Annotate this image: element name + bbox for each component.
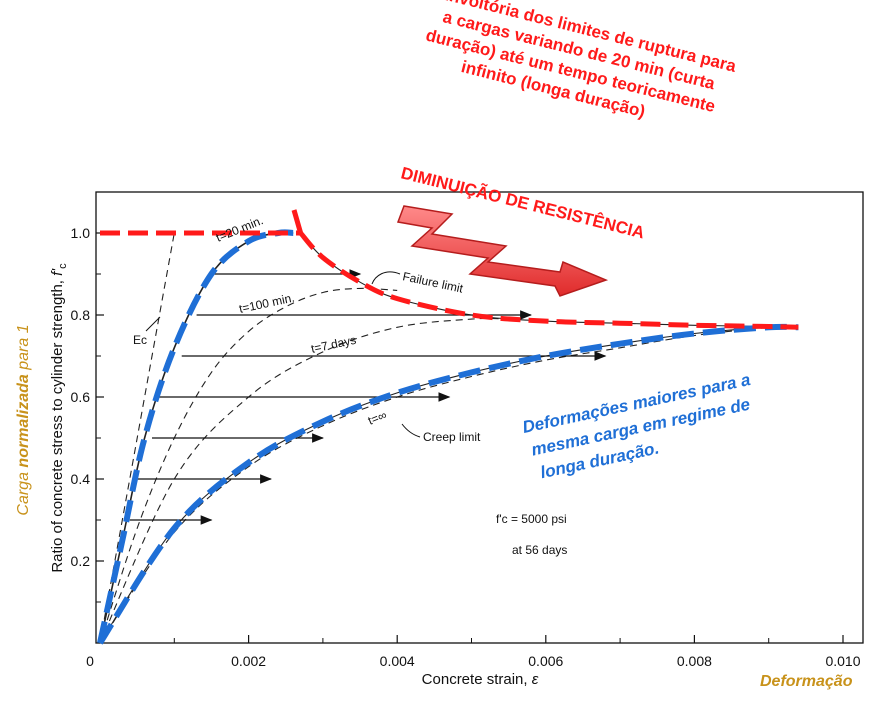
zigzag-arrow-icon: [396, 205, 609, 297]
blue-annotation: Deformações maiores para a mesma carga e…: [521, 370, 752, 482]
fc-label: f'c = 5000 psi: [496, 512, 567, 526]
y-tick-label: 0.8: [71, 307, 91, 323]
red-failure-overlay: [298, 231, 799, 330]
label-tinf: t=∞: [366, 408, 389, 428]
series-creep-limit: [99, 326, 799, 644]
y-tick-label: 0.2: [71, 553, 91, 569]
blue-short-term-overlay: [97, 229, 294, 644]
failure-leader: [371, 271, 401, 285]
series-t-7-days: [99, 317, 509, 644]
label-t7: t=7 days: [310, 333, 358, 356]
x-tick-label: 0.010: [825, 653, 860, 669]
red-peak-tip: [291, 209, 304, 234]
label-creep-limit: Creep limit: [423, 430, 481, 444]
creep-arrows: [129, 269, 607, 525]
y-side-label: Carga normalizada para 1: [15, 324, 32, 515]
fc-date-label: at 56 days: [512, 543, 567, 557]
x-tick-label: 0.004: [380, 653, 415, 669]
x-tick-label: 0.002: [231, 653, 266, 669]
x-axis-title: Concrete strain, ε: [422, 671, 539, 688]
y-tick-label: 1.0: [71, 225, 91, 241]
series-t-: [99, 326, 769, 644]
y-axis-title: Ratio of concrete stress to cylinder str…: [49, 263, 69, 573]
label-t100: t=100 min.: [238, 291, 296, 316]
creep-leader: [401, 423, 421, 438]
x-side-label: Deformação: [760, 673, 853, 690]
series-t-100-min-: [99, 287, 398, 644]
x-tick-label: 0.006: [528, 653, 563, 669]
blue-creep-overlay: [97, 323, 799, 645]
x-tick-label: 0: [86, 653, 94, 669]
ec-leader: [145, 316, 161, 332]
red-annotation: Envoltória dos limites de ruptura para a…: [424, 0, 739, 121]
plot-frame: [95, 191, 864, 644]
axis-ticks: 0 0.002 0.004 0.006 0.008 0.010 0.2 0.4 0.6 0.8 1.…: [71, 225, 861, 669]
x-tick-label: 0.008: [677, 653, 712, 669]
y-tick-label: 0.4: [71, 471, 91, 487]
y-tick-label: 0.6: [71, 389, 91, 405]
overlay-curves: [97, 209, 799, 645]
label-ec: Ec: [133, 333, 147, 347]
label-failure-limit: Failure limit: [401, 269, 465, 296]
